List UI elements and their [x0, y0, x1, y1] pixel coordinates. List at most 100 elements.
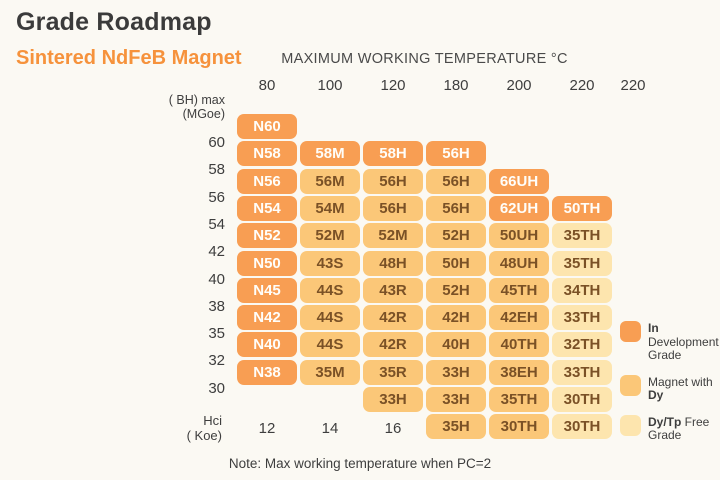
grade-cell: 35H	[426, 414, 486, 439]
grade-cell: 33H	[426, 360, 486, 385]
row-label: 35	[208, 325, 225, 342]
hci-axis-label: Hci ( Koe)	[120, 413, 222, 443]
temperature-axis-title: MAXIMUM WORKING TEMPERATURE °C	[281, 51, 568, 67]
grade-cell: 35TH	[552, 223, 612, 248]
grade-cell: 42H	[426, 305, 486, 330]
bhmax-axis-label-line1: ( BH) max	[168, 93, 225, 107]
grade-cell: 50TH	[552, 196, 612, 221]
grade-cell: 56H	[426, 196, 486, 221]
page-title: Grade Roadmap	[16, 8, 212, 36]
row-label: 54	[208, 216, 225, 233]
grade-cell: 56H	[426, 169, 486, 194]
grade-cell: 52M	[300, 223, 360, 248]
grade-cell: 48H	[363, 251, 423, 276]
column-header: 200	[506, 77, 532, 94]
grade-cell: N52	[237, 223, 297, 248]
row-label: 40	[208, 271, 225, 288]
grade-cell: 33TH	[552, 305, 612, 330]
grade-cell: 30TH	[552, 414, 612, 439]
grade-cell: N60	[237, 114, 297, 139]
grade-cell: 33H	[363, 387, 423, 412]
column-header: 100	[317, 77, 343, 94]
grade-cell: 62UH	[489, 196, 549, 221]
grade-cell: 56H	[426, 141, 486, 166]
grade-cell: N40	[237, 332, 297, 357]
row-label: 56	[208, 189, 225, 206]
row-label: 32	[208, 352, 225, 369]
subtitle: Sintered NdFeB Magnet	[16, 47, 242, 69]
grade-cell: N38	[237, 360, 297, 385]
grade-cell: N50	[237, 251, 297, 276]
grade-cell: 30TH	[489, 414, 549, 439]
hci-value: 14	[321, 420, 339, 437]
grade-cell: 38EH	[489, 360, 549, 385]
hci-value: 16	[384, 420, 402, 437]
grade-cell: N45	[237, 278, 297, 303]
legend-swatch-dy	[620, 374, 641, 396]
grade-cell: 52H	[426, 278, 486, 303]
column-header: 80	[258, 77, 276, 94]
grade-cell: 50UH	[489, 223, 549, 248]
grade-cell: 52M	[363, 223, 423, 248]
legend-label: Dy/Tp Free Grade	[648, 414, 710, 442]
grade-cell: 40H	[426, 332, 486, 357]
row-label: 60	[208, 134, 225, 151]
grade-cell: 44S	[300, 278, 360, 303]
grade-cell: 33H	[426, 387, 486, 412]
grade-cell: 43S	[300, 251, 360, 276]
grade-cell: 35TH	[489, 387, 549, 412]
grade-cell: 45TH	[489, 278, 549, 303]
grade-cell: 50H	[426, 251, 486, 276]
grade-cell: 42R	[363, 332, 423, 357]
grade-cell: 54M	[300, 196, 360, 221]
legend-label: In Development Grade	[648, 321, 719, 362]
grade-cell: 44S	[300, 332, 360, 357]
grade-cell: N42	[237, 305, 297, 330]
grade-cell: N58	[237, 141, 297, 166]
note-text: Note: Max working temperature when PC=2	[228, 456, 492, 471]
grade-cell: N54	[237, 196, 297, 221]
grade-cell: 43R	[363, 278, 423, 303]
grade-cell: 30TH	[552, 387, 612, 412]
bhmax-axis-label-line2: (MGoe)	[182, 107, 225, 121]
row-label: 38	[208, 298, 225, 315]
bhmax-axis-label: ( BH) max (MGoe)	[120, 93, 225, 121]
grade-cell: 56H	[363, 196, 423, 221]
column-header: 220	[569, 77, 595, 94]
row-label: 42	[208, 243, 225, 260]
grade-cell: 58M	[300, 141, 360, 166]
legend-item: Magnet with Dy	[620, 374, 716, 403]
grade-cell: N56	[237, 169, 297, 194]
hci-axis-label-line1: Hci	[203, 413, 222, 428]
grade-cell: 42R	[363, 305, 423, 330]
grade-cell: 48UH	[489, 251, 549, 276]
grade-cell: 58H	[363, 141, 423, 166]
grade-cell: 66UH	[489, 169, 549, 194]
grade-cell: 35M	[300, 360, 360, 385]
hci-axis-label-line2: ( Koe)	[186, 428, 222, 443]
legend: In Development Grade Magnet with Dy Dy/Tp …	[620, 321, 719, 443]
column-header: 180	[443, 77, 469, 94]
grade-cell: 35TH	[552, 251, 612, 276]
hci-value: 12	[258, 420, 276, 437]
grade-cell: 33TH	[552, 360, 612, 385]
grade-cell: 56H	[363, 169, 423, 194]
row-label: 58	[208, 161, 225, 178]
legend-item: In Development Grade	[620, 321, 719, 363]
legend-item: Dy/Tp Free Grade	[620, 414, 716, 443]
legend-swatch-dyfree	[620, 414, 641, 436]
column-header: 120	[380, 77, 406, 94]
grade-cell: 34TH	[552, 278, 612, 303]
legend-label: Magnet with Dy	[648, 374, 713, 402]
grade-cell: 56M	[300, 169, 360, 194]
grade-cell: 44S	[300, 305, 360, 330]
grade-cell: 32TH	[552, 332, 612, 357]
grade-cell: 35R	[363, 360, 423, 385]
column-header: 220	[620, 77, 646, 94]
grade-cell: 40TH	[489, 332, 549, 357]
legend-swatch-dev	[620, 321, 641, 342]
grade-cell: 52H	[426, 223, 486, 248]
grade-cell: 42EH	[489, 305, 549, 330]
